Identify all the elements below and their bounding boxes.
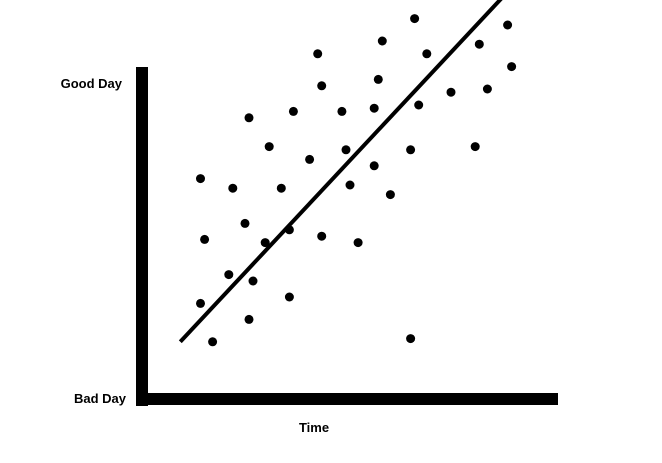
data-point-3	[196, 298, 205, 308]
data-point-40	[507, 62, 517, 72]
x-axis-label: Time	[299, 420, 329, 435]
data-point-21	[337, 106, 347, 116]
data-point-18	[313, 49, 323, 59]
data-point-6	[228, 183, 238, 193]
y-tick-label-top: Good Day	[61, 76, 123, 91]
data-point-24	[353, 238, 363, 248]
data-point-22	[341, 145, 351, 155]
data-point-31	[406, 334, 416, 344]
data-point-1	[196, 174, 205, 184]
trend-line	[178, 0, 503, 344]
data-point-13	[276, 183, 286, 193]
data-point-23	[345, 180, 355, 190]
data-point-25	[369, 161, 379, 171]
data-point-12	[264, 142, 274, 152]
y-tick-label-bottom: Bad Day	[74, 391, 127, 406]
data-point-38	[482, 84, 492, 94]
data-point-15	[284, 292, 294, 302]
data-point-30	[406, 145, 416, 155]
data-point-36	[470, 142, 480, 152]
data-point-7	[240, 218, 250, 228]
data-point-11	[260, 238, 270, 248]
data-point-8	[244, 314, 254, 324]
data-point-28	[377, 36, 387, 46]
data-point-9	[244, 113, 254, 123]
scatter-points	[196, 14, 517, 347]
data-point-16	[288, 106, 298, 116]
data-point-26	[369, 103, 379, 113]
data-point-2	[200, 234, 210, 244]
data-point-5	[224, 270, 234, 280]
data-point-33	[414, 100, 424, 110]
data-point-20	[317, 231, 327, 241]
data-point-4	[208, 337, 218, 347]
data-point-29	[385, 190, 395, 200]
data-point-10	[248, 276, 258, 286]
data-point-34	[422, 49, 432, 59]
data-point-35	[446, 87, 456, 97]
data-point-37	[474, 39, 484, 49]
data-point-19	[317, 81, 327, 91]
data-point-27	[373, 74, 383, 84]
data-point-17	[305, 154, 315, 164]
data-point-32	[410, 14, 420, 24]
data-point-39	[503, 20, 513, 30]
